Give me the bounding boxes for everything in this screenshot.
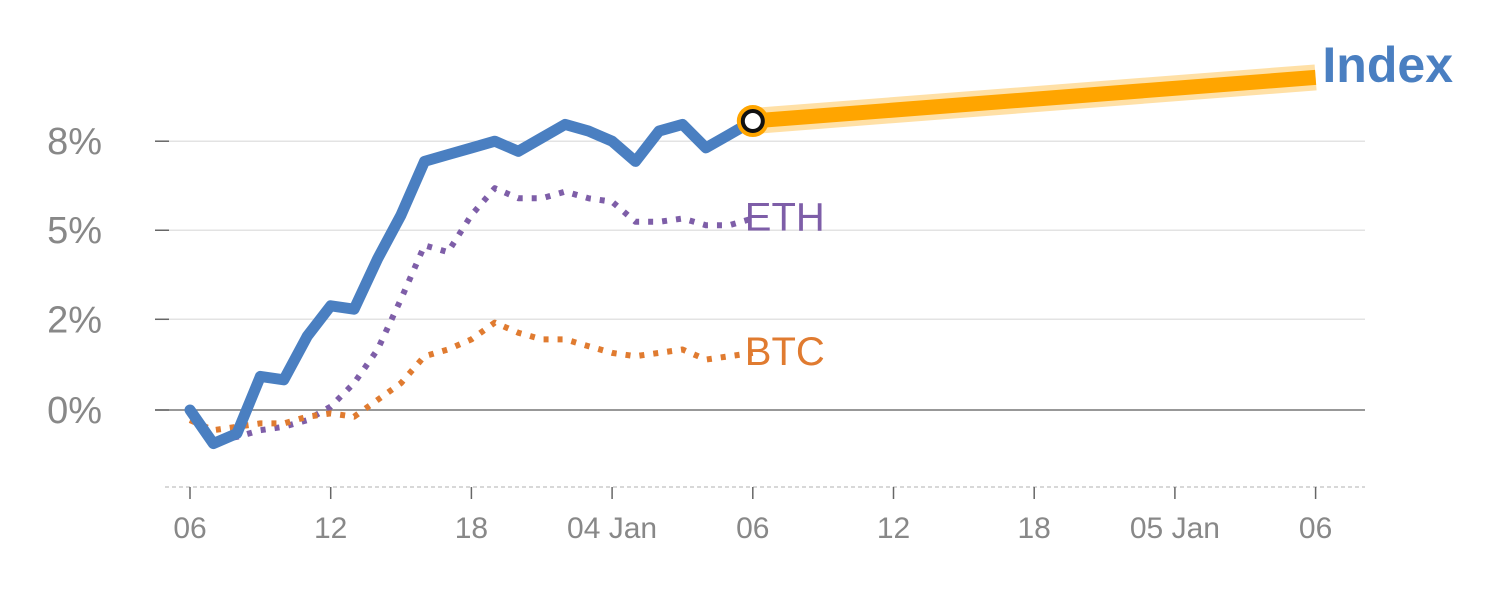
x-tick-label: 18 (455, 512, 488, 545)
x-tick-label: 12 (314, 512, 347, 545)
x-tick-label: 12 (877, 512, 910, 545)
x-tick-label: 06 (173, 512, 206, 545)
chart-title: Index (1322, 37, 1453, 93)
marker-point (740, 109, 765, 134)
x-tick-label: 06 (736, 512, 769, 545)
series-line-projection (752, 69, 1317, 129)
y-tick-label: 2% (47, 299, 102, 341)
y-tick-label: 8% (47, 121, 102, 163)
y-tick-label: 5% (47, 210, 102, 252)
series (184, 64, 1317, 450)
x-tick-label: 05 Jan (1130, 512, 1220, 545)
series-label-btc: BTC (745, 330, 825, 374)
x-tick-label: 06 (1299, 512, 1332, 545)
x-tick-label: 18 (1018, 512, 1051, 545)
y-tick-label: 0% (47, 390, 102, 432)
grid (155, 140, 1365, 411)
series-label-eth: ETH (745, 195, 825, 239)
labels: ETH BTC (736, 105, 825, 374)
x-tick-label: 04 Jan (567, 512, 657, 545)
series-line-btc (188, 319, 754, 434)
axes: 0% 2% 5% 8% 06 12 18 04 Jan 06 12 18 05 Jan 06 (47, 121, 1365, 545)
series-line-eth (187, 185, 754, 444)
series-line-index (184, 115, 759, 450)
